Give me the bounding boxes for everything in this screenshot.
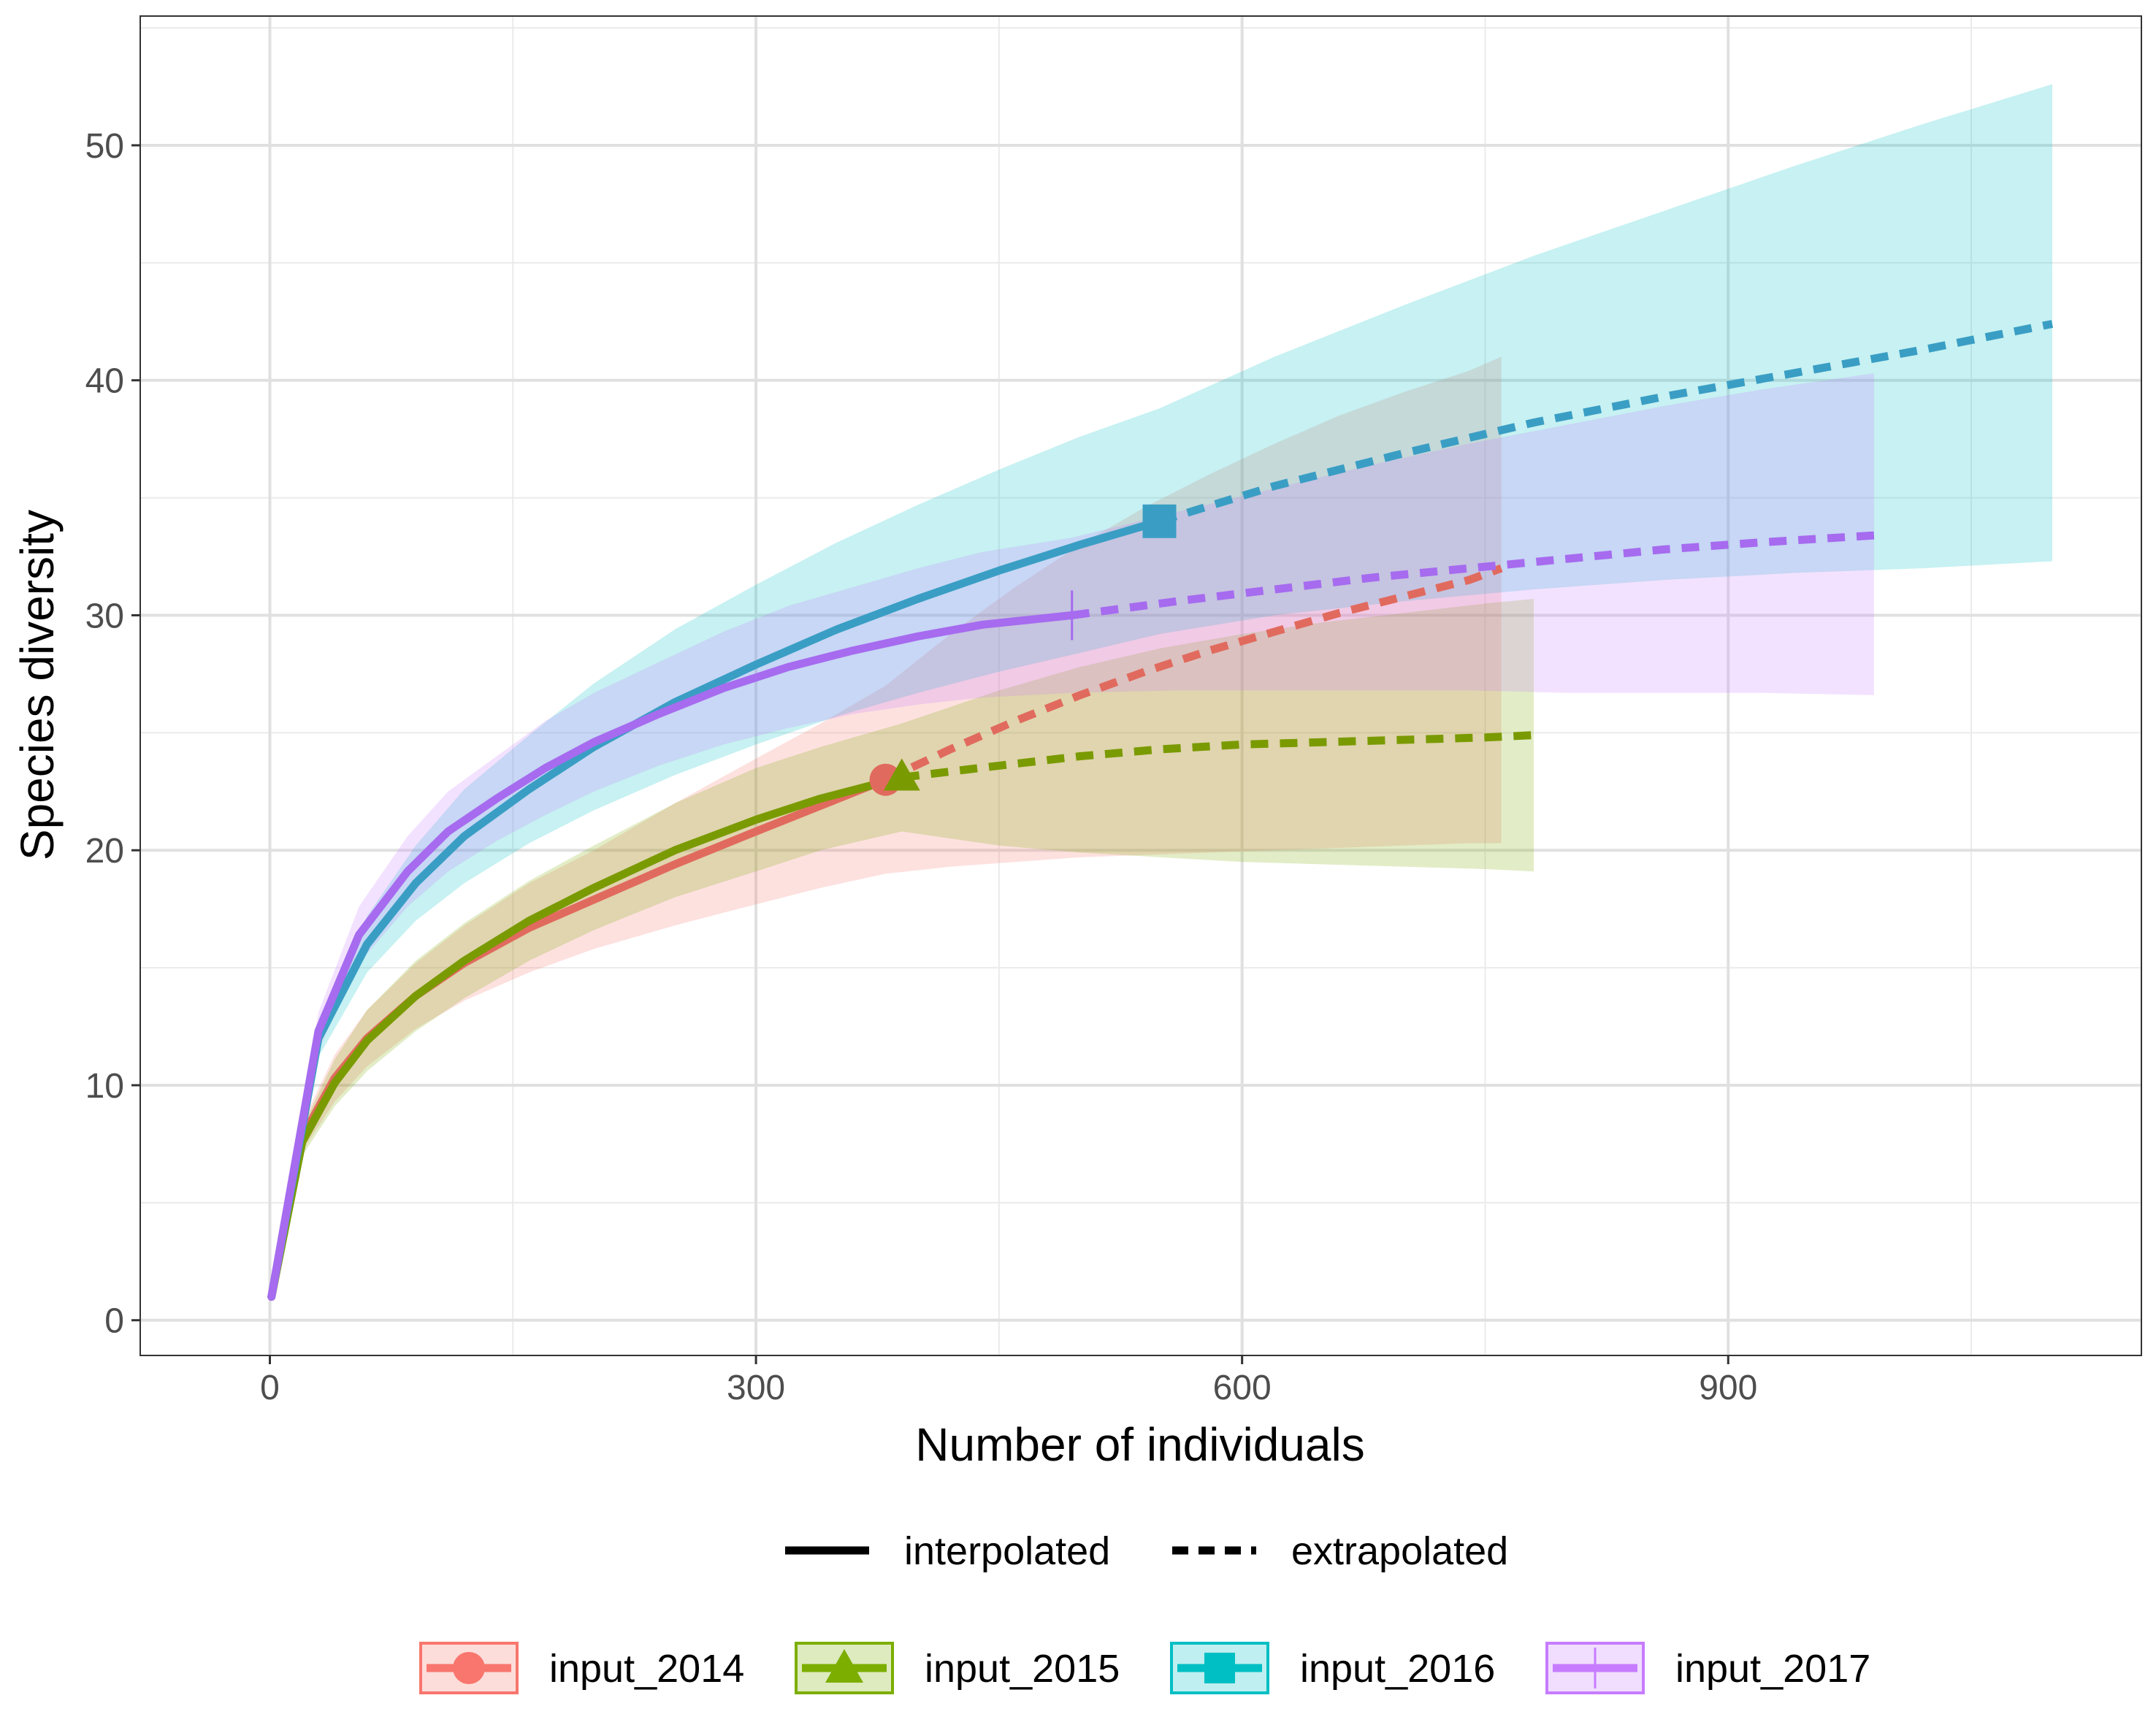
legend-key-square-marker xyxy=(1204,1653,1235,1683)
y-tick-label: 20 xyxy=(85,832,124,871)
legend-label-2015: input_2015 xyxy=(925,1647,1120,1691)
x-tick-label: 300 xyxy=(727,1369,785,1407)
y-tick-label: 0 xyxy=(104,1302,124,1341)
series-legend: input_2014 input_2015 input_2016 input_2… xyxy=(419,1642,1870,1694)
x-tick-label: 0 xyxy=(260,1369,280,1407)
axis-tick-labels: 0 300 600 900 0 10 20 30 40 50 xyxy=(85,127,1758,1407)
confidence-band-input_2017 xyxy=(271,373,1874,1297)
observed-markers xyxy=(869,504,1177,796)
extrapolated-line-input_2014 xyxy=(884,564,1503,784)
panel-border xyxy=(139,15,2142,1356)
legend-item-input-2015: input_2015 xyxy=(795,1642,1120,1694)
legend-label-interpolated: interpolated xyxy=(904,1529,1110,1573)
axis-ticks xyxy=(131,144,1729,1364)
interpolated-line-input_2017 xyxy=(267,611,1077,1301)
confidence-band-input_2015 xyxy=(271,599,1534,1297)
confidence-bands xyxy=(271,84,2053,1297)
legend-item-input-2016: input_2016 xyxy=(1170,1642,1495,1694)
x-tick-label: 600 xyxy=(1213,1369,1272,1407)
linetype-legend: interpolated extrapolated xyxy=(785,1529,1508,1573)
extrapolated-line-input_2015 xyxy=(901,731,1534,781)
grid-lines xyxy=(140,16,2141,1355)
y-tick-label: 10 xyxy=(85,1067,124,1106)
y-tick-label: 40 xyxy=(85,362,124,401)
confidence-band-input_2014 xyxy=(271,356,1502,1297)
confidence-band-input_2016 xyxy=(271,84,2053,1297)
observed-marker-input_2015 xyxy=(883,758,920,791)
y-tick-label: 50 xyxy=(85,127,124,166)
legend-key-circle-marker xyxy=(453,1652,485,1684)
legend-item-input-2014: input_2014 xyxy=(419,1642,744,1694)
legend-label-2016: input_2016 xyxy=(1300,1647,1495,1691)
x-tick-label: 900 xyxy=(1699,1369,1757,1407)
y-tick-label: 30 xyxy=(85,597,124,635)
extrapolated-line-input_2016 xyxy=(1158,320,2054,526)
extrapolated-line-input_2017 xyxy=(1071,531,1875,619)
y-axis-title: Species diversity xyxy=(11,510,64,860)
series-lines xyxy=(267,320,2054,1301)
x-axis-title: Number of individuals xyxy=(915,1418,1364,1471)
observed-marker-input_2016 xyxy=(1142,504,1177,538)
legend-label-2014: input_2014 xyxy=(549,1647,744,1691)
legend-label-2017: input_2017 xyxy=(1675,1647,1870,1691)
legend-label-extrapolated: extrapolated xyxy=(1291,1529,1508,1573)
interpolated-line-input_2015 xyxy=(267,773,906,1301)
legend-key-triangle-marker xyxy=(825,1649,863,1683)
legend-item-input-2017: input_2017 xyxy=(1545,1642,1870,1694)
